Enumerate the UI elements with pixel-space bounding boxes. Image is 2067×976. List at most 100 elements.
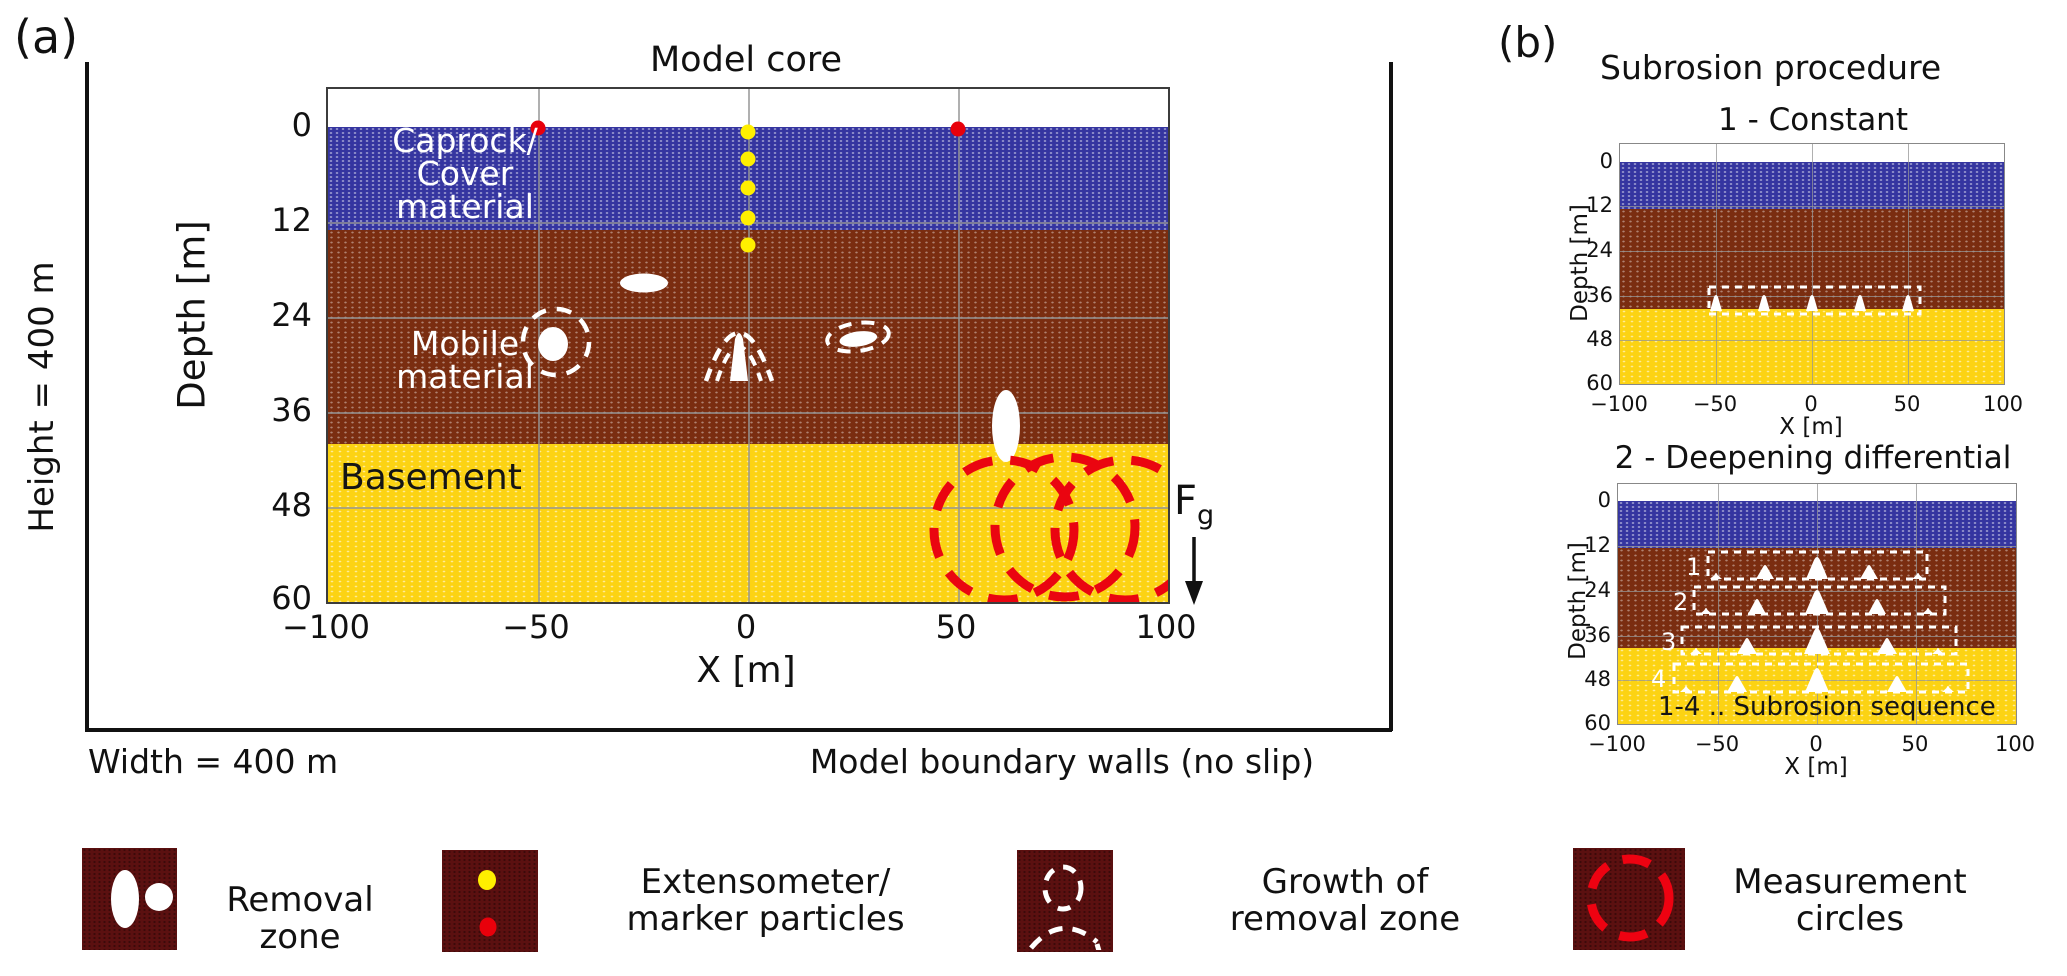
growth-glyphs <box>1029 864 1102 952</box>
subrosion-plot-differential: 1 2 3 4 1-4 .. Subrosion sequence <box>1617 483 2017 725</box>
y-tick: 36 <box>271 391 312 429</box>
sequence-number-4: 4 <box>1651 665 1667 693</box>
y-tick: 0 <box>1599 149 1613 173</box>
removal-plume <box>1868 599 1886 614</box>
removal-plume <box>1912 573 1924 579</box>
x-tick: 50 <box>935 608 977 646</box>
y-tick: 36 <box>1586 283 1613 307</box>
removal-plume <box>1860 565 1878 579</box>
basement-label: Basement <box>340 457 522 498</box>
sequence-number-2: 2 <box>1673 588 1689 616</box>
removal-plume <box>1805 668 1829 692</box>
differential-overlay <box>1672 550 1970 694</box>
y-tick: 48 <box>271 486 312 524</box>
removal-plume <box>1737 638 1757 654</box>
removal-plume <box>1690 648 1702 654</box>
gridline <box>1718 484 1719 724</box>
panel-b-label: (b) <box>1498 18 1558 67</box>
panel-a-ylabel: Depth [m] <box>170 220 214 410</box>
measurement-circle-glyph <box>1586 854 1674 942</box>
extensometer-dot <box>740 180 756 196</box>
measurement-circles-icon <box>1573 848 1685 950</box>
removal-zone-glyphs <box>111 870 173 928</box>
measurement-circle <box>929 455 1079 602</box>
y-tick: 48 <box>1586 327 1613 351</box>
panel-b-title: Subrosion procedure <box>1600 48 1942 87</box>
panel-a-label: (a) <box>14 10 79 64</box>
removal-plume <box>1758 295 1770 311</box>
boundary-label: Model boundary walls (no slip) <box>809 742 1315 781</box>
model-core-plot: Caprock/ Cover material Mobile material … <box>326 87 1170 604</box>
removal-plume <box>1710 295 1722 311</box>
legend-label-removal-zone: Removal zone <box>226 880 374 957</box>
extensometer-dot <box>740 210 756 226</box>
surface-marker-dot <box>950 121 966 137</box>
x-tick: −50 <box>502 608 570 646</box>
y-tick: 12 <box>1584 533 1611 557</box>
x-tick: 0 <box>1809 732 1823 756</box>
subrosion-plot-constant <box>1619 143 2005 385</box>
plot1-xlabel: X [m] <box>1779 414 1843 440</box>
sequence-number-3: 3 <box>1661 628 1677 656</box>
y-tick: 24 <box>1586 238 1613 262</box>
marker-particle-glyphs <box>478 870 497 937</box>
removal-plume <box>1877 638 1897 654</box>
y-tick: 48 <box>1584 667 1611 691</box>
growth-dashed-ellipse-group <box>825 320 891 354</box>
removal-plume <box>1805 590 1829 614</box>
removal-plume <box>1932 648 1944 654</box>
x-tick: 50 <box>1901 732 1929 756</box>
removal-plume <box>1710 573 1722 579</box>
x-tick: −100 <box>1588 732 1646 756</box>
width-label: Width = 400 m <box>88 742 339 781</box>
model-core-overlay <box>520 120 1168 602</box>
gravity-subscript: g <box>1197 500 1215 531</box>
removal-plume <box>1700 608 1712 614</box>
removal-plume <box>1902 295 1914 311</box>
removal-zone-ellipse <box>839 331 878 347</box>
gridline <box>1716 144 1717 384</box>
legend-label-growth: Growth of removal zone <box>1229 862 1461 939</box>
removal-plume <box>1727 676 1747 692</box>
removal-plume <box>1854 295 1866 311</box>
removal-zone-icon <box>82 848 177 950</box>
extensometer-dot <box>740 124 756 140</box>
removal-plume <box>1748 599 1766 614</box>
removal-zone-ellipse <box>620 273 668 293</box>
gridline <box>1812 144 1813 384</box>
plot1-title: 1 - Constant <box>1718 102 1908 138</box>
removal-plume <box>1887 676 1907 692</box>
plot2-title: 2 - Deepening differential <box>1614 440 2012 476</box>
removal-plume <box>1680 686 1692 692</box>
gravity-arrow-icon <box>1185 537 1203 605</box>
extensometer-dot <box>740 151 756 167</box>
x-tick: 0 <box>735 608 757 646</box>
x-tick: 100 <box>1135 608 1197 646</box>
boundary-wall-bottom <box>85 728 1392 732</box>
measurement-circle <box>990 452 1140 602</box>
removal-plume <box>1942 686 1954 692</box>
constant-overlay <box>1707 285 1922 316</box>
gridline <box>1908 144 1909 384</box>
x-tick: −100 <box>282 608 370 646</box>
x-tick: −100 <box>1590 392 1648 416</box>
growth-dashed-ellipse <box>825 320 891 354</box>
y-tick: 60 <box>271 579 312 617</box>
x-tick: 100 <box>1982 392 2024 416</box>
growth-of-removal-zone-icon <box>1017 850 1113 952</box>
legend-label-extensometer: Extensometer/ marker particles <box>626 862 905 939</box>
y-tick: 60 <box>1584 711 1611 735</box>
y-tick: 24 <box>1584 578 1611 602</box>
extensometer-marker-particles-icon <box>442 850 538 952</box>
y-tick: 0 <box>1597 488 1611 512</box>
x-tick: 50 <box>1893 392 1921 416</box>
y-tick: 12 <box>1586 193 1613 217</box>
plot2-xlabel: X [m] <box>1784 754 1848 780</box>
extensometer-dot <box>740 237 756 253</box>
growth-dashed-circle <box>520 306 592 378</box>
x-tick: 0 <box>1804 392 1818 416</box>
panel-a-title: Model core <box>649 40 843 80</box>
gridline <box>958 89 960 602</box>
gridline <box>748 89 750 602</box>
